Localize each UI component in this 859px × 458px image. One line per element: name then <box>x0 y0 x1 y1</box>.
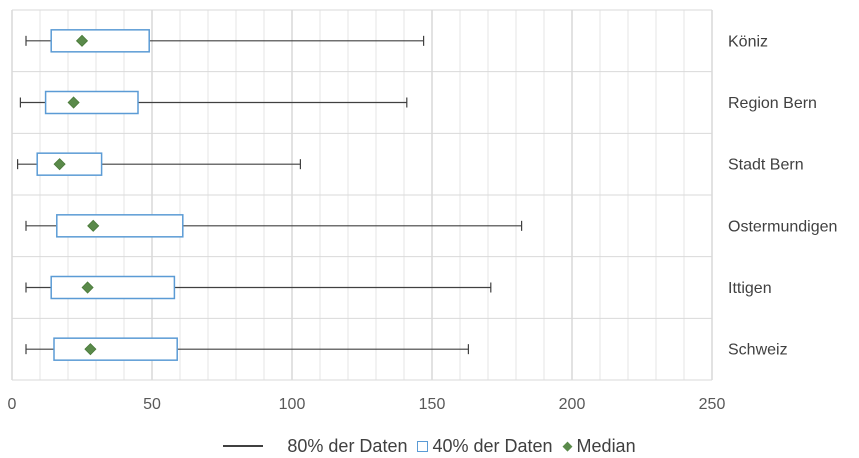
x-tick-label: 100 <box>279 396 306 413</box>
grid-lines <box>11 9 713 381</box>
legend-item-40-percent: 40% der Daten <box>417 435 553 457</box>
legend-box-symbol <box>417 440 429 452</box>
interquartile-box <box>50 275 176 300</box>
x-tick-label: 50 <box>143 396 161 413</box>
x-tick-label: 150 <box>419 396 446 413</box>
box-plot-chart: Köniz Region Bern Stadt Bern Ostermundigen I… <box>8 9 838 413</box>
category-label: Ostermundigen <box>728 218 837 235</box>
legend-diamond-icon: ◆ <box>562 438 573 453</box>
legend-item-80-percent: 80% der Daten <box>223 436 407 457</box>
interquartile-box <box>44 90 139 115</box>
data-marks <box>17 29 523 361</box>
interquartile-box <box>50 29 150 53</box>
x-tick-label: 250 <box>699 396 726 413</box>
category-label: Region Bern <box>728 95 817 112</box>
category-label: Schweiz <box>728 342 788 359</box>
x-tick-label: 0 <box>8 396 17 413</box>
legend: 80% der Daten 40% der Daten ◆ Median <box>0 434 859 458</box>
median-marker <box>75 34 89 47</box>
median-marker <box>81 281 94 294</box>
median-marker <box>53 158 66 171</box>
category-label: Stadt Bern <box>728 157 804 174</box>
median-marker <box>67 96 80 109</box>
interquartile-box <box>56 214 184 238</box>
median-marker <box>87 219 100 232</box>
median-marker <box>84 343 97 356</box>
legend-label-40-percent: 40% der Daten <box>432 435 553 456</box>
interquartile-box <box>36 152 103 176</box>
legend-item-median: ◆ Median <box>563 436 636 457</box>
legend-label-80-percent: 80% der Daten <box>287 435 408 456</box>
category-label: Ittigen <box>728 280 772 297</box>
legend-label-median: Median <box>576 435 636 456</box>
x-tick-label: 200 <box>559 396 586 413</box>
axis-labels: Köniz Region Bern Stadt Bern Ostermundigen I… <box>8 33 838 413</box>
legend-line-symbol <box>223 445 264 447</box>
interquartile-box <box>53 337 178 361</box>
category-label: Köniz <box>728 33 768 50</box>
